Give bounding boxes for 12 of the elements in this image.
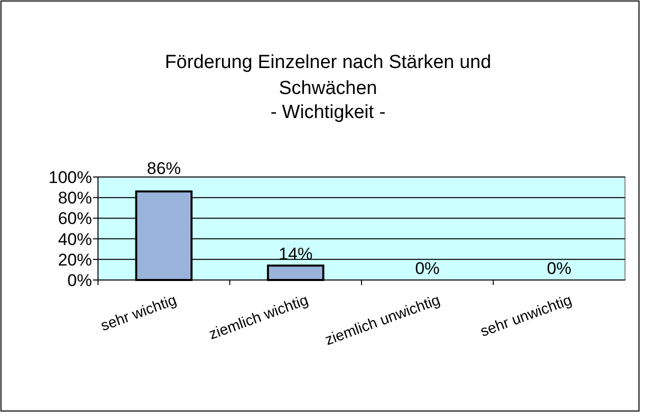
y-tick-label: 100% <box>48 168 92 187</box>
y-tick-label: 20% <box>58 250 92 270</box>
data-label: 86% <box>146 159 181 178</box>
data-label: 0% <box>546 259 572 278</box>
data-label: 0% <box>415 259 440 278</box>
y-tick-label: 80% <box>58 188 92 208</box>
chart-title: Förderung Einzelner nach Stärken und Schwächen <box>164 52 492 99</box>
y-tick-label: 40% <box>58 230 92 249</box>
x-tick-label: sehr wichtig <box>98 292 179 335</box>
chart-subtitle: - Wichtigkeit - <box>270 102 386 123</box>
y-tick-label: 0% <box>67 270 92 290</box>
y-tick-label: 60% <box>58 209 92 228</box>
